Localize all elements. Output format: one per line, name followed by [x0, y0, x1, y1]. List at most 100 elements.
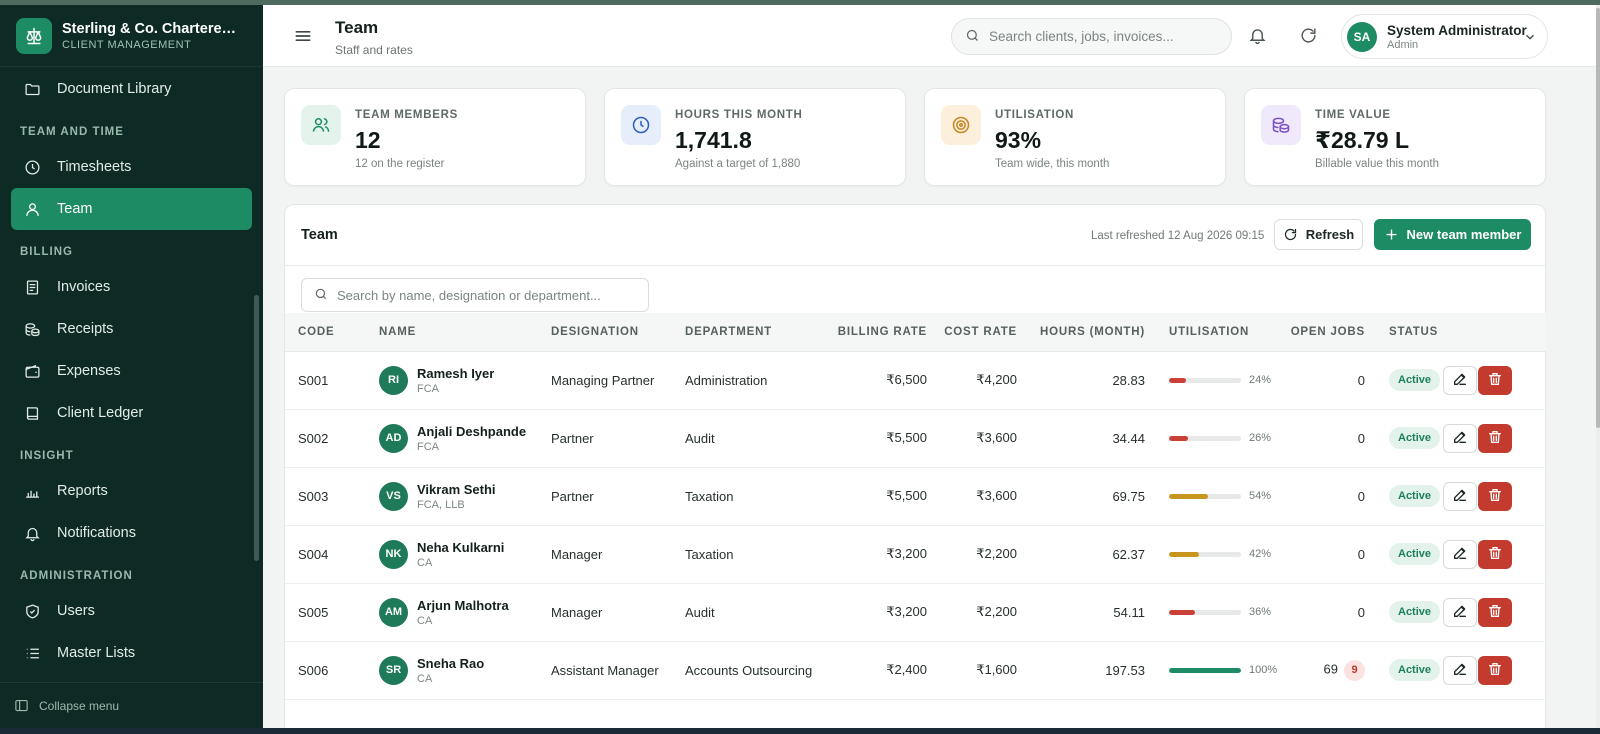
table-row[interactable]: S005 AM Arjun Malhotra CA Manager Audit ₹3,200… — [285, 583, 1546, 642]
open-jobs-count: 0 — [1357, 604, 1365, 620]
column-header-utilisation[interactable]: UTILISATION — [1145, 313, 1279, 352]
brand-name: Sterling & Co. Chartered ... — [62, 20, 242, 37]
delete-button[interactable] — [1478, 481, 1512, 511]
sidebar-item-expenses[interactable]: Expenses — [11, 350, 252, 392]
edit-button[interactable] — [1443, 423, 1477, 453]
team-panel: Team Last refreshed 12 Aug 2026 09:15 Re… — [284, 204, 1546, 728]
column-header-cost-rate[interactable]: COST RATE — [927, 313, 1017, 352]
edit-button[interactable] — [1443, 597, 1477, 627]
cell-billing-rate: ₹2,400 — [833, 641, 927, 700]
collapse-menu-button[interactable]: Collapse menu — [0, 682, 263, 728]
sidebar-scrollbar[interactable] — [254, 295, 259, 561]
stat-subtext: Team wide, this month — [995, 158, 1110, 170]
user-menu[interactable]: SA System Administrator Admin — [1341, 14, 1548, 59]
cell-name: AD Anjali Deshpande FCA — [379, 409, 551, 468]
cell-hours: 28.83 — [1017, 351, 1145, 410]
sidebar-item-label: Client Ledger — [57, 405, 144, 421]
table-row[interactable]: S006 SR Sneha Rao CA Assistant Manager Accoun… — [285, 641, 1546, 700]
sidebar-item-client-ledger[interactable]: Client Ledger — [11, 392, 252, 434]
cell-utilisation: 36% — [1145, 583, 1279, 642]
wallet-icon — [23, 362, 41, 380]
table-row[interactable]: S004 NK Neha Kulkarni CA Manager Taxation ₹3,2… — [285, 525, 1546, 584]
stat-card-hours: HOURS THIS MONTH 1,741.8 Against a targe… — [604, 88, 906, 186]
sidebar-item-label: Timesheets — [57, 159, 132, 175]
coins-icon — [1261, 105, 1301, 145]
edit-button[interactable] — [1443, 481, 1477, 511]
edit-button[interactable] — [1443, 365, 1477, 395]
sidebar-item-master-lists[interactable]: Master Lists — [11, 632, 252, 674]
edit-button[interactable] — [1443, 539, 1477, 569]
sidebar-item-reports[interactable]: Reports — [11, 470, 252, 512]
delete-button[interactable] — [1478, 365, 1512, 395]
team-search[interactable] — [301, 278, 649, 312]
sidebar-item-team[interactable]: Team — [11, 188, 252, 230]
delete-button[interactable] — [1478, 423, 1512, 453]
panel-title: Team — [301, 227, 338, 243]
menu-icon[interactable] — [293, 26, 313, 46]
column-header-name[interactable]: NAME — [379, 313, 551, 352]
global-search-input[interactable] — [989, 29, 1219, 44]
column-header-status[interactable]: STATUS — [1365, 313, 1443, 352]
table-header-row: CODE NAME DESIGNATION DEPARTMENT BILLING… — [285, 313, 1546, 352]
sidebar-item-timesheets[interactable]: Timesheets — [11, 146, 252, 188]
collapse-menu-label: Collapse menu — [39, 698, 120, 713]
refresh-icon[interactable] — [1299, 26, 1319, 46]
sidebar-item-label: Receipts — [57, 321, 114, 337]
edit-button[interactable] — [1443, 655, 1477, 685]
sidebar-item-notifications[interactable]: Notifications — [11, 512, 252, 554]
member-name: Anjali Deshpande — [417, 423, 527, 439]
cell-actions — [1443, 409, 1546, 468]
avatar: AD — [379, 423, 408, 453]
column-header-code[interactable]: CODE — [285, 313, 379, 352]
column-header-designation[interactable]: DESIGNATION — [551, 313, 685, 352]
cell-code: S001 — [285, 351, 379, 410]
refresh-button[interactable]: Refresh — [1274, 219, 1363, 250]
member-qualification: CA — [417, 614, 433, 627]
bell-icon[interactable] — [1248, 26, 1268, 46]
scrollbar-thumb[interactable] — [1596, 8, 1600, 428]
trash-icon — [1487, 661, 1503, 680]
new-team-member-button[interactable]: New team member — [1374, 219, 1531, 250]
sidebar-item-users[interactable]: Users — [11, 590, 252, 632]
table-row[interactable]: S001 RI Ramesh Iyer FCA Managing Partner Admi… — [285, 351, 1546, 410]
cell-actions — [1443, 351, 1546, 410]
utilisation-bar — [1169, 435, 1241, 441]
cell-status: Active — [1365, 351, 1443, 410]
chevron-down-icon — [1523, 30, 1537, 44]
column-header-open-jobs[interactable]: OPEN JOBS — [1279, 313, 1365, 352]
team-table: CODE NAME DESIGNATION DEPARTMENT BILLING… — [285, 313, 1546, 700]
column-header-department[interactable]: DEPARTMENT — [685, 313, 833, 352]
cell-department: Audit — [685, 583, 833, 642]
main-scrollbar[interactable] — [1596, 5, 1600, 728]
cell-utilisation: 24% — [1145, 351, 1279, 410]
stat-label: TEAM MEMBERS — [355, 109, 458, 121]
sidebar-item-label: Expenses — [57, 363, 121, 379]
table-row[interactable]: S002 AD Anjali Deshpande FCA Partner Audit ₹5,… — [285, 409, 1546, 468]
cell-open-jobs: 0 — [1279, 467, 1365, 526]
avatar: SR — [379, 655, 408, 685]
cell-utilisation: 54% — [1145, 467, 1279, 526]
delete-button[interactable] — [1478, 655, 1512, 685]
sidebar-item-label: Invoices — [57, 279, 111, 295]
avatar: AM — [379, 597, 408, 627]
global-search[interactable] — [951, 18, 1232, 55]
sidebar-toggle-icon — [14, 698, 30, 714]
cell-name: VS Vikram Sethi FCA, LLB — [379, 467, 551, 526]
column-header-hours[interactable]: HOURS (MONTH) — [1017, 313, 1145, 352]
delete-button[interactable] — [1478, 597, 1512, 627]
delete-button[interactable] — [1478, 539, 1512, 569]
window-top-strip — [0, 0, 1600, 5]
cell-cost-rate: ₹1,600 — [927, 641, 1017, 700]
cell-open-jobs: 69 9 — [1279, 641, 1365, 700]
column-header-billing-rate[interactable]: BILLING RATE — [833, 313, 927, 352]
team-search-input[interactable] — [337, 287, 637, 303]
member-qualification: FCA — [417, 440, 439, 453]
sidebar-item-label: Users — [57, 603, 95, 619]
table-row[interactable]: S003 VS Vikram Sethi FCA, LLB Partner Taxatio… — [285, 467, 1546, 526]
sidebar-item-invoices[interactable]: Invoices — [11, 266, 252, 308]
status-badge: Active — [1389, 485, 1441, 507]
stat-subtext: Against a target of 1,880 — [675, 158, 801, 170]
cell-designation: Partner — [551, 409, 685, 468]
sidebar-item-document-library[interactable]: Document Library — [11, 68, 252, 110]
sidebar-item-receipts[interactable]: Receipts — [11, 308, 252, 350]
